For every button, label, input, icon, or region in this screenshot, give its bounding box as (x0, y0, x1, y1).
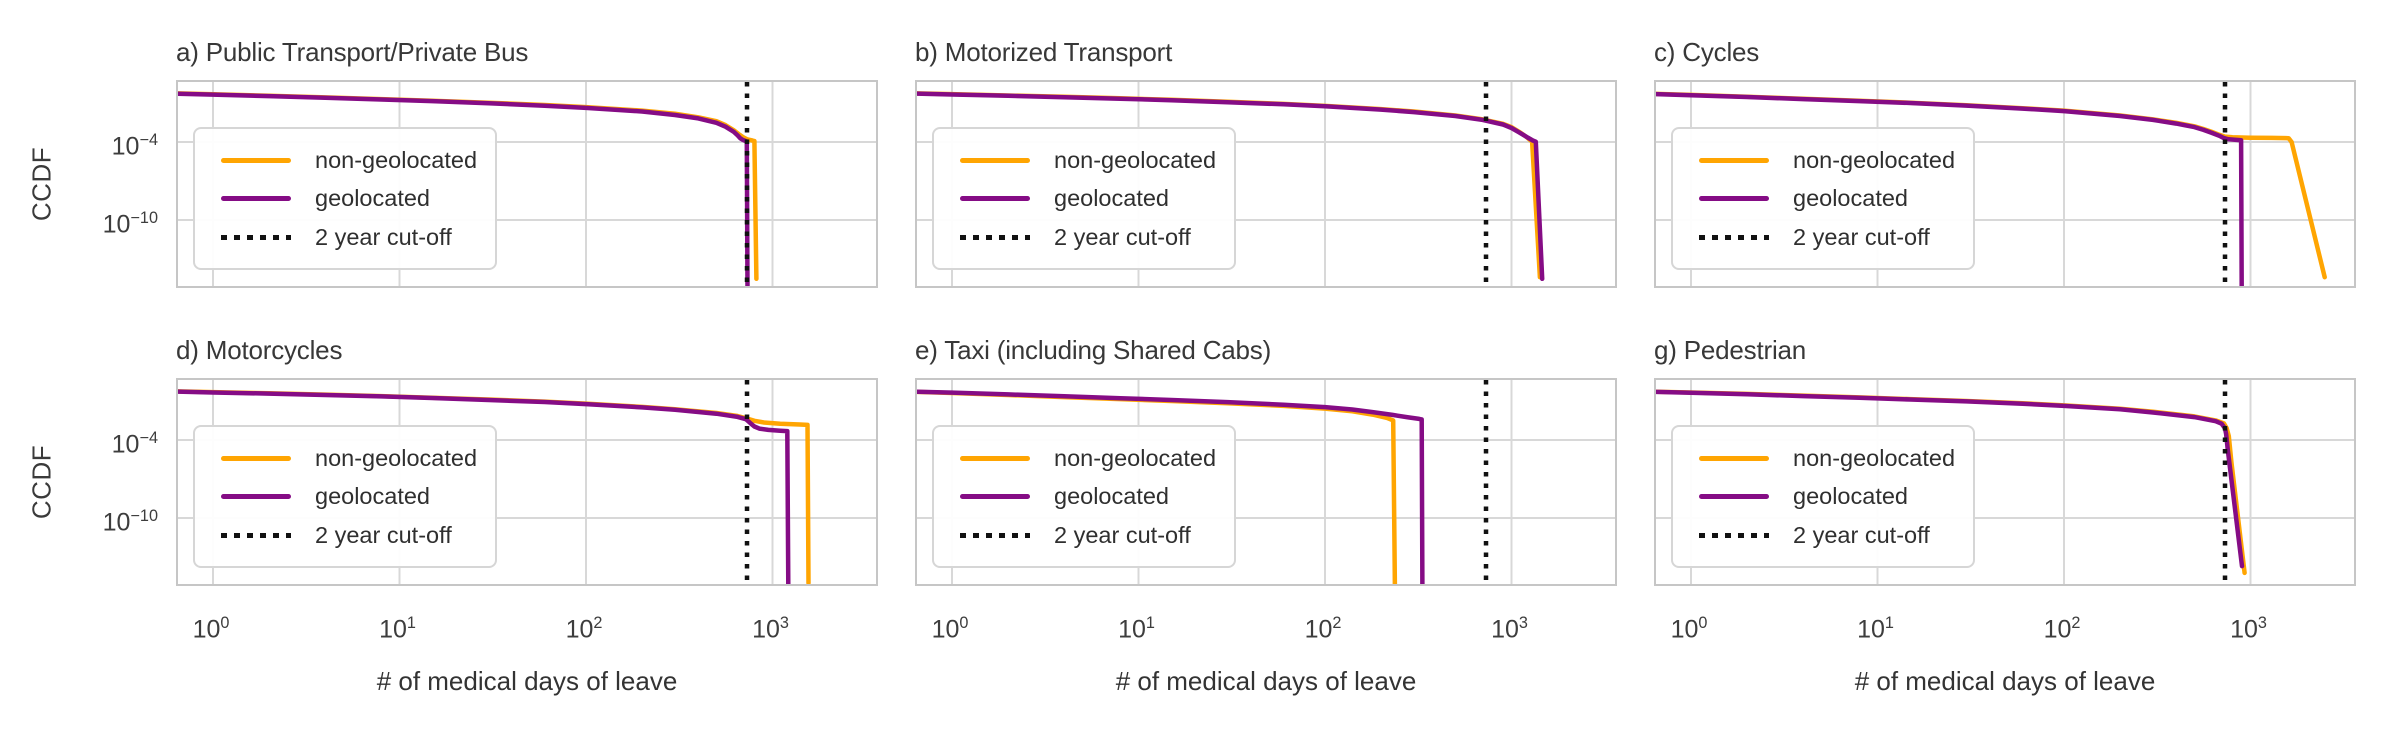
legend-line-swatch (960, 157, 1030, 163)
legend-dotted-line-swatch (221, 234, 291, 240)
legend-dotted-line-swatch (1699, 234, 1769, 240)
legend-label: non-geolocated (315, 444, 478, 471)
legend-entry: 2 year cut-off (1699, 224, 1963, 251)
legend-entry: 2 year cut-off (960, 522, 1224, 549)
panel-c-legend: non-geolocated geolocated 2 year cut-off (1671, 127, 1975, 270)
legend-label: non-geolocated (315, 146, 478, 173)
legend-entry: 2 year cut-off (1699, 522, 1963, 549)
legend-dotted-line-swatch (960, 234, 1030, 240)
panel-d-legend: non-geolocated geolocated 2 year cut-off (193, 425, 497, 568)
y-tick-label: 10−4 (111, 131, 158, 161)
legend-entry: non-geolocated (1699, 147, 1963, 174)
x-axis-label: # of medical days of leave (1854, 666, 2156, 696)
legend-entry: 2 year cut-off (221, 224, 485, 251)
y-tick-label: 10−10 (102, 507, 158, 537)
legend-entry: geolocated (221, 483, 485, 510)
legend-label: geolocated (1054, 185, 1169, 211)
x-tick-label: 103 (2230, 614, 2267, 644)
legend-label: geolocated (1793, 483, 1908, 509)
legend-line-swatch (1699, 157, 1769, 163)
legend-label: non-geolocated (1054, 444, 1217, 471)
ccdf-curve-geolocated (917, 389, 1425, 584)
legend-label: geolocated (315, 483, 430, 509)
legend-dotted-line-swatch (1699, 532, 1769, 538)
legend-line-swatch (1699, 196, 1769, 201)
x-tick-label: 103 (752, 614, 789, 644)
panel-title-b: b) Motorized Transport (915, 37, 1173, 67)
panel-title-e: e) Taxi (including Shared Cabs) (915, 335, 1272, 365)
legend-line-swatch (1699, 494, 1769, 499)
legend-label: non-geolocated (1054, 146, 1217, 173)
ccdf-curve-geolocated (917, 91, 1545, 282)
legend-label: 2 year cut-off (1054, 521, 1191, 548)
legend-line-swatch (221, 157, 291, 163)
legend-label: 2 year cut-off (315, 223, 452, 250)
legend-label: non-geolocated (1793, 444, 1956, 471)
legend-label: 2 year cut-off (315, 521, 452, 548)
legend-entry: non-geolocated (960, 147, 1224, 174)
legend-entry: geolocated (221, 185, 485, 212)
legend-label: geolocated (315, 185, 430, 211)
legend-label: 2 year cut-off (1793, 223, 1930, 250)
legend-label: 2 year cut-off (1793, 521, 1930, 548)
x-tick-label: 101 (379, 614, 416, 644)
legend-dotted-line-swatch (221, 532, 291, 538)
x-tick-label: 102 (2043, 614, 2081, 644)
panel-title-c: c) Cycles (1654, 37, 1760, 67)
ccdf-curve-geolocated (178, 91, 750, 286)
x-tick-label: 101 (1857, 614, 1894, 644)
legend-label: geolocated (1054, 483, 1169, 509)
legend-entry: non-geolocated (221, 445, 485, 472)
x-tick-label: 100 (931, 614, 969, 644)
x-tick-label: 102 (565, 614, 603, 644)
x-axis-label: # of medical days of leave (1115, 666, 1417, 696)
y-tick-label: 10−4 (111, 429, 158, 459)
legend-line-swatch (960, 494, 1030, 499)
panel-e-legend: non-geolocated geolocated 2 year cut-off (932, 425, 1236, 568)
legend-dotted-line-swatch (960, 532, 1030, 538)
x-tick-label: 100 (192, 614, 230, 644)
panel-title-d: d) Motorcycles (176, 335, 343, 365)
x-tick-label: 102 (1304, 614, 1342, 644)
legend-label: geolocated (1793, 185, 1908, 211)
x-tick-label: 100 (1670, 614, 1708, 644)
y-tick-label: 10−10 (102, 209, 158, 239)
panel-title-g: g) Pedestrian (1654, 335, 1807, 365)
legend-line-swatch (1699, 455, 1769, 461)
legend-line-swatch (221, 494, 291, 499)
panel-b-legend: non-geolocated geolocated 2 year cut-off (932, 127, 1236, 270)
x-axis-label: # of medical days of leave (376, 666, 678, 696)
panel-g-legend: non-geolocated geolocated 2 year cut-off (1671, 425, 1975, 568)
legend-entry: non-geolocated (221, 147, 485, 174)
legend-entry: 2 year cut-off (221, 522, 485, 549)
legend-entry: geolocated (960, 185, 1224, 212)
legend-line-swatch (221, 196, 291, 201)
legend-line-swatch (960, 455, 1030, 461)
legend-entry: non-geolocated (1699, 445, 1963, 472)
legend-label: 2 year cut-off (1054, 223, 1191, 250)
legend-entry: non-geolocated (960, 445, 1224, 472)
panel-a-legend: non-geolocated geolocated 2 year cut-off (193, 127, 497, 270)
legend-entry: geolocated (1699, 483, 1963, 510)
x-tick-label: 101 (1118, 614, 1155, 644)
panel-title-a: a) Public Transport/Private Bus (176, 37, 529, 67)
ccdf-curve-geolocated (178, 389, 791, 584)
x-tick-label: 103 (1491, 614, 1528, 644)
legend-entry: geolocated (1699, 185, 1963, 212)
legend-entry: geolocated (960, 483, 1224, 510)
ccdf-curve-geolocated (1656, 91, 2244, 286)
panel-c-canvas (1656, 82, 2354, 286)
legend-line-swatch (960, 196, 1030, 201)
legend-label: non-geolocated (1793, 146, 1956, 173)
legend-entry: 2 year cut-off (960, 224, 1224, 251)
legend-line-swatch (221, 455, 291, 461)
